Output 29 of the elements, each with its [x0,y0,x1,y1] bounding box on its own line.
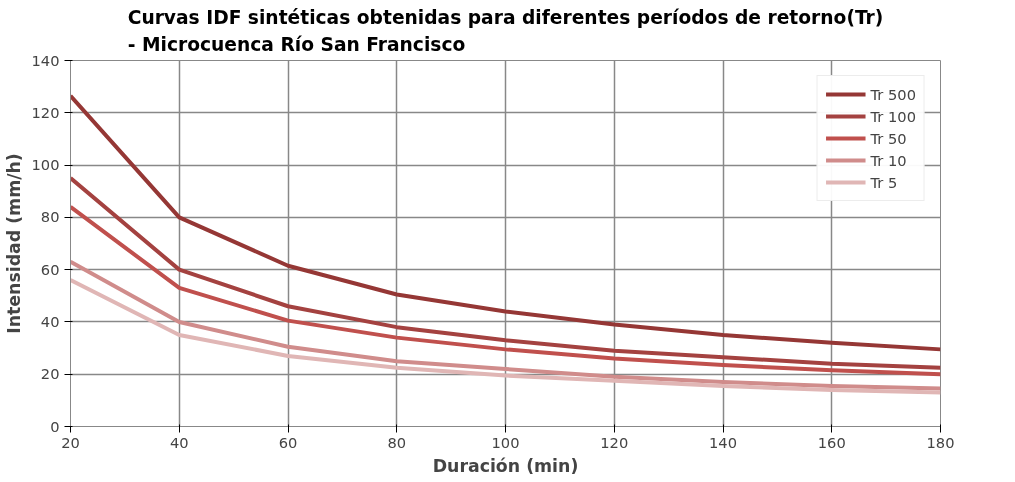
line-series [70,204,941,377]
line-series [70,176,941,370]
legend-label: Tr 5 [870,173,898,191]
y-axis-title: Intensidad (mm/h) [3,153,24,334]
legend-label: Tr 500 [870,85,916,103]
line-series [70,278,941,395]
y-tick-label: 140 [31,51,60,69]
x-tick-label: 120 [600,433,629,451]
x-tick-label: 100 [491,433,520,451]
x-tick-label: 180 [926,433,955,451]
y-tick-label: 20 [40,365,60,383]
y-tick-label: 0 [50,417,60,435]
y-tick-label: 80 [40,208,60,226]
x-tick-label: 40 [169,433,189,451]
legend-label: Tr 100 [870,107,916,125]
x-tick-label: 140 [709,433,737,451]
legend-label: Tr 50 [870,129,907,147]
x-tick-label: 60 [278,433,298,451]
y-tick-label: 40 [40,312,60,330]
y-tick-label: 100 [31,156,60,174]
x-axis-title: Duración (min) [432,455,579,476]
x-tick-label: 80 [387,433,407,451]
x-tick-label: 20 [61,433,80,451]
y-tick-label: 60 [40,260,60,278]
x-tick-label: 160 [817,433,846,451]
line-series [70,259,941,391]
y-tick-label: 120 [31,103,60,121]
chart-title: Curvas IDF sintéticas obtenidas para diferentes períodos de retorno(Tr) - Microcuenca Río San Francisco [127,7,884,56]
legend-label: Tr 10 [870,151,907,169]
